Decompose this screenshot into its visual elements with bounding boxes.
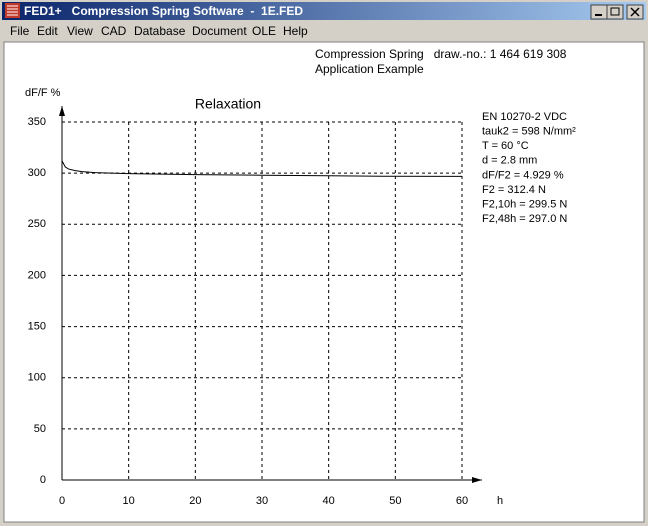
app-icon-lines xyxy=(7,5,18,16)
menu-item[interactable]: Help xyxy=(283,24,308,38)
menu-item[interactable]: View xyxy=(67,24,93,38)
menu-item[interactable]: File xyxy=(10,24,30,38)
menu-item[interactable]: Database xyxy=(134,24,186,38)
menu-item[interactable]: CAD xyxy=(101,24,127,38)
x-tick-label: 40 xyxy=(323,495,335,507)
info-line: dF/F2 = 4.929 % xyxy=(482,169,564,181)
window-title: FED1+ Compression Spring Software - 1E.F… xyxy=(24,4,303,18)
info-line: F2 = 312.4 N xyxy=(482,184,546,196)
info-line: F2,10h = 299.5 N xyxy=(482,199,567,211)
y-tick-label: 250 xyxy=(28,218,46,230)
x-tick-label: 10 xyxy=(123,495,135,507)
y-tick-label: 350 xyxy=(28,116,46,128)
info-line: d = 2.8 mm xyxy=(482,155,537,167)
close-icon xyxy=(630,7,640,17)
y-tick-label: 100 xyxy=(28,372,46,384)
x-tick-label: 0 xyxy=(59,495,65,507)
menu-item[interactable]: Edit xyxy=(37,24,58,38)
y-axis-label: dF/F % xyxy=(25,87,61,99)
menu-item[interactable]: Document xyxy=(192,24,247,38)
maximize-icon xyxy=(610,7,620,16)
header-line: Compression Spring draw.-no.: 1 464 619 … xyxy=(315,47,567,61)
y-tick-label: 0 xyxy=(40,474,46,486)
x-tick-label: 50 xyxy=(389,495,401,507)
menu-item[interactable]: OLE xyxy=(252,24,276,38)
x-tick-label: 60 xyxy=(456,495,468,507)
x-axis-label: h xyxy=(497,495,503,507)
y-tick-label: 300 xyxy=(28,167,46,179)
x-tick-label: 20 xyxy=(189,495,201,507)
header-line: Application Example xyxy=(315,62,424,76)
minimize-button[interactable] xyxy=(590,4,608,20)
title-bar xyxy=(2,2,646,20)
data-line xyxy=(61,160,463,177)
maximize-button[interactable] xyxy=(606,4,624,20)
y-tick-label: 150 xyxy=(28,320,46,332)
info-line: F2,48h = 297.0 N xyxy=(482,213,567,225)
y-axis-arrow xyxy=(59,106,65,116)
x-tick-label: 30 xyxy=(256,495,268,507)
window-buttons[interactable] xyxy=(590,4,644,20)
info-line: T = 60 °C xyxy=(482,140,529,152)
chart-title: Relaxation xyxy=(195,96,261,112)
info-line: EN 10270-2 VDC xyxy=(482,111,567,123)
app-icon xyxy=(5,3,20,18)
x-axis-arrow xyxy=(472,477,482,483)
y-tick-label: 200 xyxy=(28,269,46,281)
y-tick-label: 50 xyxy=(34,423,46,435)
info-line: tauk2 = 598 N/mm² xyxy=(482,126,576,138)
